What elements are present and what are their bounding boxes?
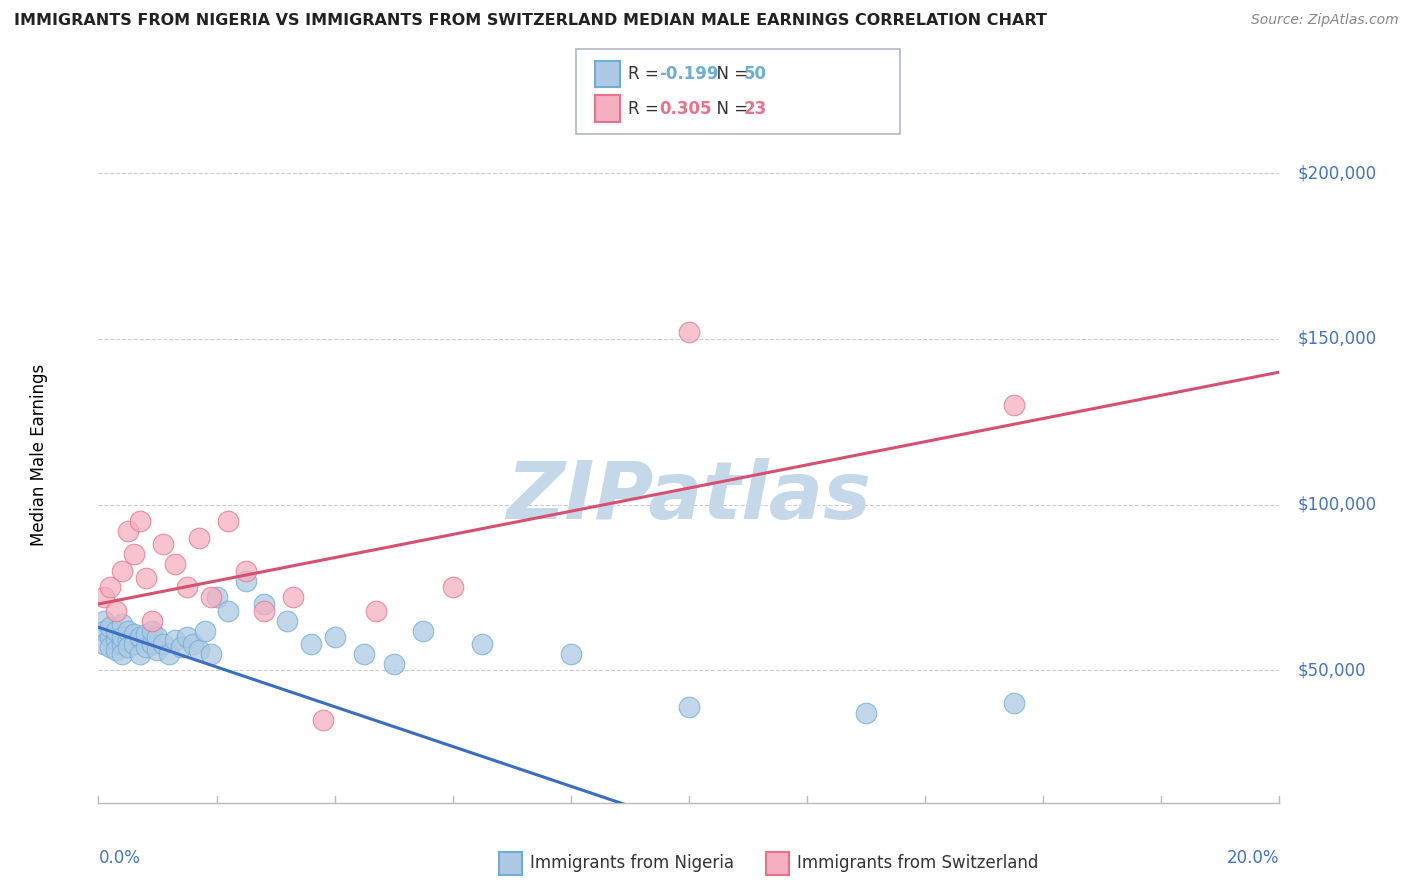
Point [128, 514, 150, 528]
Point [299, 637, 322, 651]
Point [111, 647, 134, 661]
Point [353, 647, 375, 661]
Point [93, 614, 115, 628]
Point [283, 591, 305, 605]
Point [253, 604, 276, 618]
Point [141, 614, 163, 628]
Text: N =: N = [706, 65, 754, 83]
Text: Source: ZipAtlas.com: Source: ZipAtlas.com [1251, 13, 1399, 28]
Point [1002, 697, 1025, 711]
Point [200, 647, 222, 661]
Point [235, 574, 257, 588]
Point [105, 604, 128, 618]
Point [441, 581, 464, 595]
Point [122, 547, 145, 561]
Text: $150,000: $150,000 [1298, 330, 1376, 348]
Text: $100,000: $100,000 [1298, 496, 1376, 514]
Point [93, 637, 115, 651]
Point [105, 643, 128, 657]
Point [135, 627, 157, 641]
Point [217, 514, 239, 528]
Point [146, 643, 169, 657]
Point [235, 564, 257, 578]
Point [560, 647, 582, 661]
Point [117, 524, 139, 538]
Point [412, 624, 434, 638]
Text: R =: R = [628, 65, 665, 83]
Point [117, 633, 139, 648]
Point [111, 630, 134, 644]
Point [176, 630, 198, 644]
Point [93, 591, 115, 605]
Point [194, 624, 217, 638]
Point [93, 624, 115, 638]
Point [146, 630, 169, 644]
Point [117, 624, 139, 638]
Point [165, 633, 187, 648]
Point [170, 640, 193, 654]
Point [117, 640, 139, 654]
Point [135, 570, 157, 584]
Point [128, 647, 150, 661]
Point [276, 614, 298, 628]
Text: $50,000: $50,000 [1298, 661, 1365, 680]
Point [253, 597, 276, 611]
Text: R =: R = [628, 100, 665, 118]
Text: Immigrants from Switzerland: Immigrants from Switzerland [797, 855, 1039, 872]
Point [205, 591, 228, 605]
Point [364, 604, 387, 618]
Point [128, 630, 150, 644]
Point [323, 630, 346, 644]
Point [105, 624, 128, 638]
Point [678, 326, 700, 340]
Text: 0.305: 0.305 [659, 100, 711, 118]
Point [176, 581, 198, 595]
Point [200, 591, 222, 605]
Point [111, 637, 134, 651]
Point [187, 531, 209, 545]
Point [187, 643, 209, 657]
Text: 0.0%: 0.0% [98, 849, 141, 867]
Text: Immigrants from Nigeria: Immigrants from Nigeria [530, 855, 734, 872]
Text: $200,000: $200,000 [1298, 164, 1376, 182]
Point [152, 637, 174, 651]
Text: 20.0%: 20.0% [1227, 849, 1279, 867]
Point [98, 620, 121, 634]
Point [122, 637, 145, 651]
Text: Median Male Earnings: Median Male Earnings [31, 364, 48, 546]
Point [135, 640, 157, 654]
Point [1002, 398, 1025, 412]
Point [181, 637, 204, 651]
Text: 23: 23 [744, 100, 768, 118]
Point [471, 637, 494, 651]
Text: 50: 50 [744, 65, 766, 83]
Point [141, 637, 163, 651]
Point [157, 647, 180, 661]
Text: ZIPatlas: ZIPatlas [506, 458, 872, 536]
Point [165, 558, 187, 572]
Point [855, 706, 877, 721]
Point [141, 624, 163, 638]
Point [217, 604, 239, 618]
Text: N =: N = [706, 100, 754, 118]
Point [98, 630, 121, 644]
Point [111, 616, 134, 631]
Point [678, 699, 700, 714]
Point [122, 627, 145, 641]
Point [98, 640, 121, 654]
Point [105, 633, 128, 648]
Point [382, 657, 405, 671]
Point [111, 564, 134, 578]
Point [312, 713, 335, 727]
Text: -0.199: -0.199 [659, 65, 718, 83]
Text: IMMIGRANTS FROM NIGERIA VS IMMIGRANTS FROM SWITZERLAND MEDIAN MALE EARNINGS CORR: IMMIGRANTS FROM NIGERIA VS IMMIGRANTS FR… [14, 13, 1047, 29]
Point [152, 537, 174, 551]
Point [98, 581, 121, 595]
